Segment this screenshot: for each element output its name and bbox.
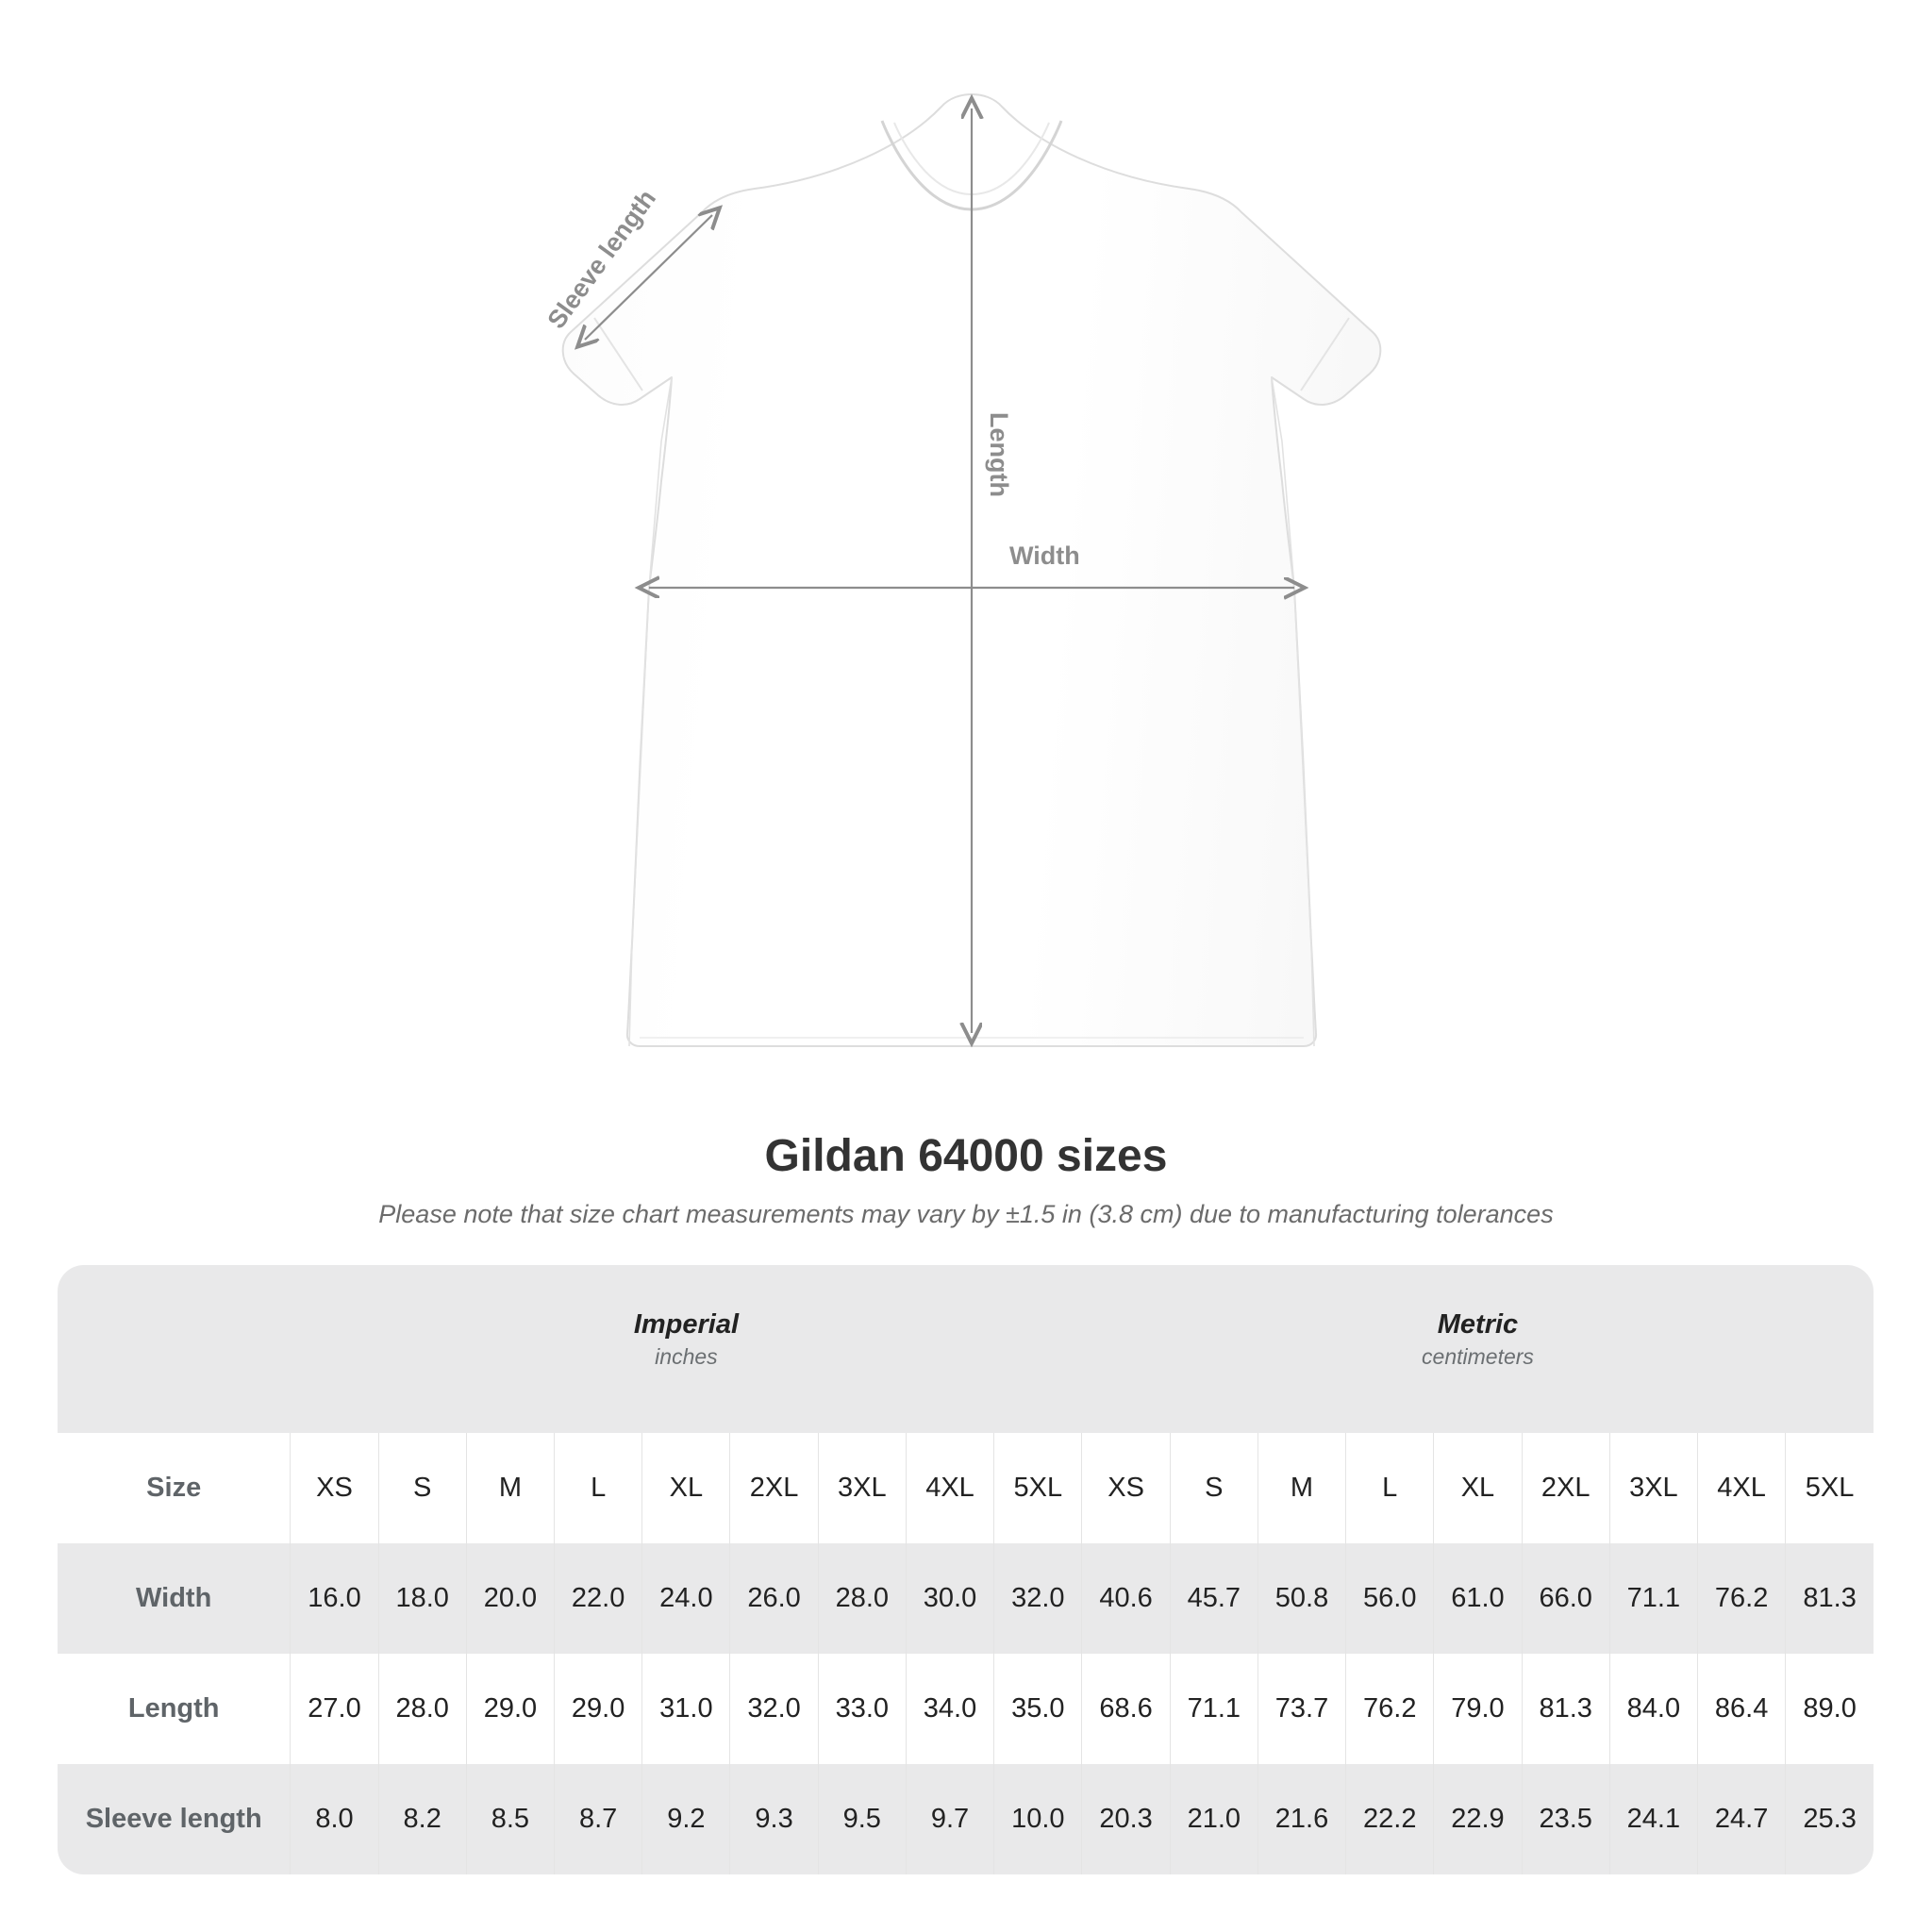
svg-text:Length: Length	[985, 412, 1013, 497]
svg-text:Width: Width	[1009, 541, 1080, 570]
